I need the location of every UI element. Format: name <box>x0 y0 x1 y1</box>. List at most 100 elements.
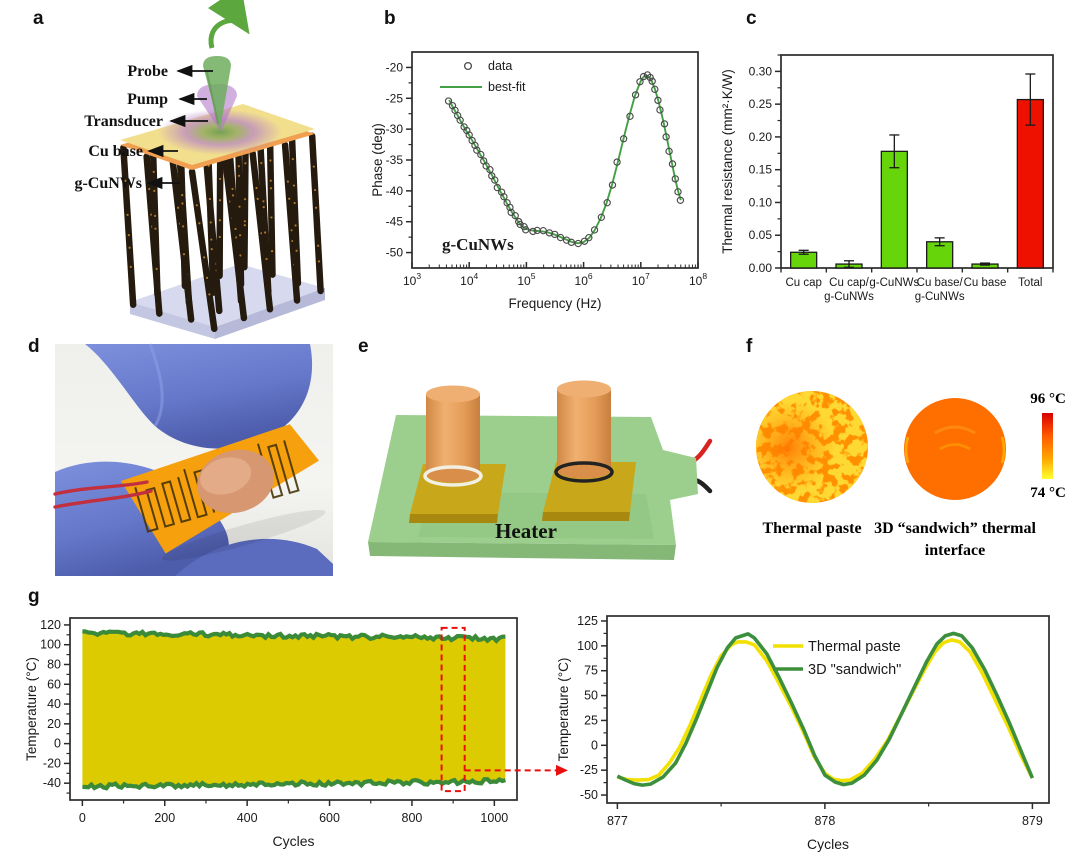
label-transducer: Transducer <box>84 113 163 130</box>
svg-text:data: data <box>488 59 512 73</box>
temperature-colorbar: 96 °C 74 °C <box>1030 391 1066 501</box>
series-3d-sandwich- <box>616 631 1035 787</box>
temperature-band <box>82 629 507 791</box>
nanowire-array <box>120 108 324 333</box>
svg-text:400: 400 <box>237 811 258 825</box>
band-top-edge <box>82 629 506 644</box>
label-probe: Probe <box>127 63 168 80</box>
svg-text:105: 105 <box>517 271 535 288</box>
panel-g-letter: g <box>28 586 40 607</box>
svg-text:0: 0 <box>54 737 61 751</box>
svg-text:800: 800 <box>402 811 423 825</box>
band-bottom-edge <box>82 777 507 791</box>
svg-text:120: 120 <box>40 618 61 632</box>
glove-fingers <box>85 344 313 449</box>
rotation-arrow-icon <box>207 0 250 49</box>
category-label: Cu cap <box>785 277 821 289</box>
label-g-cunws: g-CuNWs <box>74 175 142 192</box>
svg-text:125: 125 <box>577 614 598 628</box>
svg-text:0.10: 0.10 <box>749 195 773 209</box>
svg-text:-25: -25 <box>580 763 598 777</box>
caption-thermal-paste: Thermal paste <box>762 520 861 537</box>
y-axis-label: Thermal resistance (mm²·K/W) <box>720 69 735 254</box>
svg-text:-40: -40 <box>43 776 61 790</box>
svg-text:-50: -50 <box>386 246 404 260</box>
svg-text:50: 50 <box>584 689 598 703</box>
svg-text:25: 25 <box>584 713 598 727</box>
category-label: Cu base/ <box>917 277 964 289</box>
category-label: Total <box>1018 277 1042 289</box>
bars <box>790 73 1044 269</box>
svg-text:104: 104 <box>460 271 478 288</box>
zoom-highlight <box>440 626 568 793</box>
glove-fold <box>175 538 333 576</box>
series-thermal-paste <box>616 638 1035 783</box>
panel-f-letter: f <box>746 336 753 357</box>
svg-text:20: 20 <box>47 717 61 731</box>
svg-text:-25: -25 <box>386 91 404 105</box>
category-label: g-CuNWs <box>869 277 919 289</box>
phase-plot: -20 -25 -30 -35 -40 -45 -50 103 104 105 106 107 108 F… <box>370 51 708 311</box>
svg-text:-30: -30 <box>386 122 404 136</box>
kapton-film <box>120 424 326 561</box>
x-axis-label: Frequency (Hz) <box>508 296 601 311</box>
axes: 0.00 0.05 0.10 0.15 0.20 0.25 0.30 <box>749 54 1054 275</box>
series-lines <box>616 631 1035 787</box>
bar <box>880 150 908 269</box>
svg-text:0.30: 0.30 <box>749 64 773 78</box>
probe-shade <box>206 71 219 125</box>
heater-schematic: Heater <box>368 380 713 560</box>
plot-frame <box>780 54 1054 269</box>
caption-sandwich-line2: interface <box>925 542 985 559</box>
svg-text:-45: -45 <box>386 215 404 229</box>
caption-sandwich-line1: 3D “sandwich” thermal <box>874 520 1036 537</box>
red-wires <box>53 480 153 509</box>
plot-frame <box>606 615 1050 804</box>
panel-a-schematic: Probe Pump Transducer Cu base g-CuNWs <box>74 0 325 339</box>
label-pump: Pump <box>127 91 168 108</box>
svg-text:100: 100 <box>577 639 598 653</box>
panel-c-letter: c <box>746 8 757 29</box>
x-axis-label: Cycles <box>807 836 849 852</box>
copper-highlight <box>200 457 252 495</box>
panel-d-letter: d <box>28 336 40 357</box>
sandwich-interface-ring <box>554 461 614 483</box>
y-axis-label: Temperature (°C) <box>556 658 571 762</box>
category-label: g-CuNWs <box>824 291 874 303</box>
svg-text:108: 108 <box>689 271 707 288</box>
svg-text:0.00: 0.00 <box>749 261 773 275</box>
svg-text:-20: -20 <box>43 756 61 770</box>
svg-text:-40: -40 <box>386 184 404 198</box>
y-axis-label: Temperature (°C) <box>24 657 39 761</box>
svg-text:75: 75 <box>584 664 598 678</box>
panel-a-letter: a <box>33 8 44 29</box>
colorbar-min: 74 °C <box>1030 485 1066 501</box>
bar <box>1016 98 1044 269</box>
copper-cylinder-left <box>426 394 480 474</box>
svg-text:0: 0 <box>591 738 598 752</box>
thermal-resistance-chart: 0.00 0.05 0.10 0.15 0.20 0.25 0.30 Cu cap Cu cap… <box>720 54 1054 303</box>
svg-text:106: 106 <box>575 271 593 288</box>
data-points <box>444 71 685 248</box>
category-label: Cu base <box>964 277 1007 289</box>
cycling-band-chart: -40 -20 0 20 40 60 80 100 120 0 200 400 600 800 1000 Cy… <box>24 617 568 849</box>
axes: -20 -25 -30 -35 -40 -45 -50 103 104 105 106 107 108 <box>386 60 708 288</box>
thermal-image-sandwich <box>904 398 1006 500</box>
thermal-paste-ring <box>423 465 483 487</box>
left-assembly <box>409 385 506 523</box>
thermal-images: 96 °C 74 °C Thermal paste 3D “sandwich” … <box>756 391 1066 559</box>
right-assembly <box>542 380 636 521</box>
category-label: g-CuNWs <box>915 291 965 303</box>
svg-text:1000: 1000 <box>480 811 508 825</box>
svg-text:100: 100 <box>40 638 61 652</box>
film-shadow <box>161 509 326 561</box>
x-axis-label: Cycles <box>272 833 314 849</box>
panel-b-letter: b <box>384 8 396 29</box>
svg-text:best-fit: best-fit <box>488 80 526 94</box>
heater-label: Heater <box>495 519 557 543</box>
legend: data best-fit <box>440 59 526 94</box>
label-cu-base: Cu base <box>88 143 143 160</box>
svg-text:-50: -50 <box>580 788 598 802</box>
svg-text:0.25: 0.25 <box>749 97 773 111</box>
